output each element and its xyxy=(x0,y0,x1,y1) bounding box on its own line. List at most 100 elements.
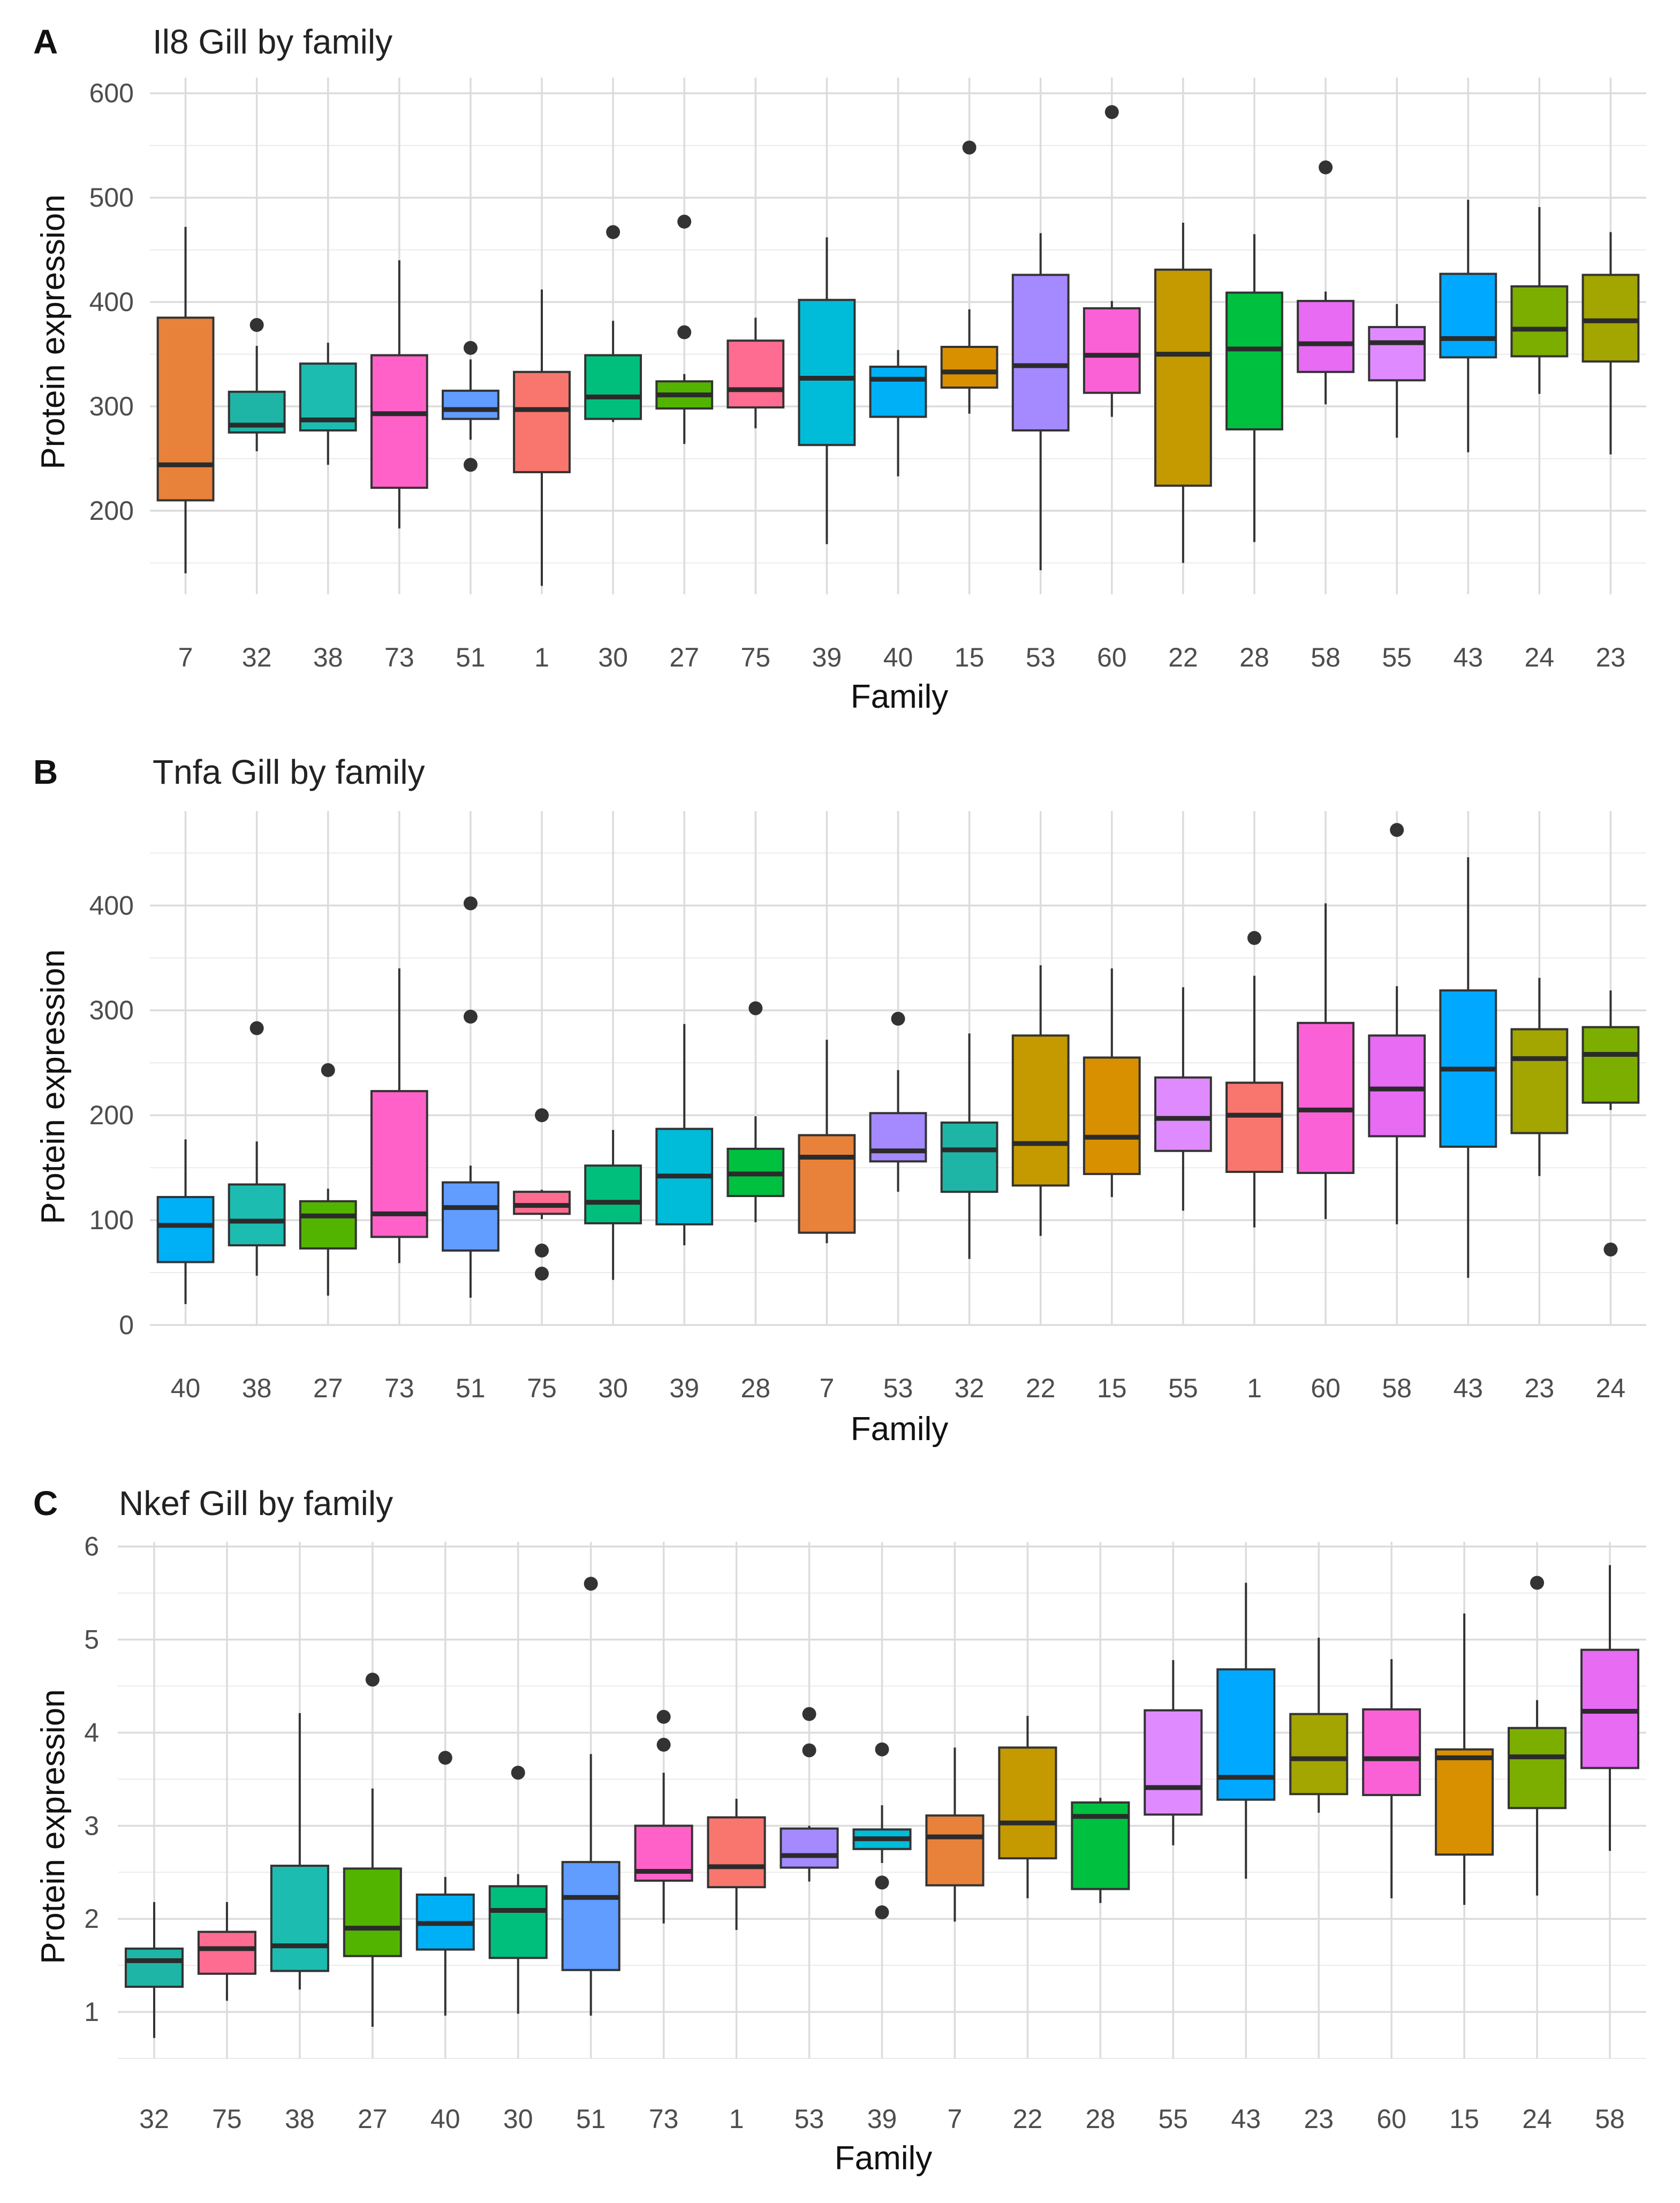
y-tick-label: 500 xyxy=(89,183,134,213)
y-tick-label: 6 xyxy=(84,1532,99,1562)
box-family-23 xyxy=(1510,978,1569,1176)
box-iqr xyxy=(1216,1668,1276,1801)
box-family-32 xyxy=(124,1902,184,2038)
box-iqr xyxy=(488,1885,548,1959)
outlier-point xyxy=(1319,160,1333,175)
outlier-point xyxy=(802,1743,816,1758)
x-tick-label: 51 xyxy=(456,642,486,672)
box-family-15 xyxy=(940,140,998,414)
y-tick-label: 3 xyxy=(84,1811,99,1841)
box-iqr xyxy=(1297,1021,1354,1174)
y-tick-label: 400 xyxy=(89,890,134,920)
box-family-15 xyxy=(1083,968,1141,1197)
y-tick-label: 5 xyxy=(84,1625,99,1655)
panel-c-title: Nkef Gill by family xyxy=(119,1484,393,1523)
box-iqr xyxy=(707,1816,766,1889)
box-family-40 xyxy=(415,1751,475,2016)
panel-b: B Tnfa Gill by family 0 100 200 300 400 40 38 2… xyxy=(33,753,1646,1448)
box-family-28 xyxy=(1071,1798,1130,1903)
box-iqr xyxy=(343,1867,402,1957)
box-family-1 xyxy=(1225,931,1283,1228)
x-tick-label: 15 xyxy=(1097,1373,1127,1403)
box-iqr xyxy=(513,370,571,473)
panel-b-x-axis-title: Family xyxy=(851,1411,949,1448)
outlier-point xyxy=(962,140,977,155)
outlier-point xyxy=(535,1243,549,1258)
panel-a-x-axis-title: Family xyxy=(851,678,949,715)
box-iqr xyxy=(869,1112,927,1163)
x-tick-label: 24 xyxy=(1525,642,1555,672)
panel-c-letter: C xyxy=(33,1484,58,1523)
panel-b-y-axis-title: Protein expression xyxy=(35,949,72,1224)
x-tick-label: 27 xyxy=(358,2104,388,2134)
y-tick-label: 100 xyxy=(89,1205,134,1235)
box-family-51 xyxy=(442,340,500,472)
box-family-39 xyxy=(798,237,856,544)
x-tick-label: 7 xyxy=(819,1373,834,1403)
outlier-point xyxy=(1390,823,1404,837)
box-family-24 xyxy=(1508,1576,1567,1896)
box-family-43 xyxy=(1216,1583,1276,1879)
x-tick-label: 1 xyxy=(729,2104,744,2134)
outlier-point xyxy=(677,325,692,339)
box-iqr xyxy=(1011,1034,1070,1187)
box-iqr xyxy=(1581,1026,1640,1104)
box-family-23 xyxy=(1581,232,1640,455)
x-tick-label: 55 xyxy=(1158,2104,1188,2134)
y-tick-label: 600 xyxy=(89,78,134,108)
x-tick-label: 7 xyxy=(948,2104,963,2134)
panel-a-plot: 200 300 400 500 600 7 32 38 73 51 1 30 27 75 39 40 15 53 6… xyxy=(89,78,1646,672)
box-iqr xyxy=(1435,1748,1494,1856)
box-family-30 xyxy=(584,1130,642,1280)
outlier-point xyxy=(535,1108,549,1123)
box-family-15 xyxy=(1435,1613,1494,1905)
x-tick-label: 38 xyxy=(313,642,343,672)
box-family-39 xyxy=(655,1024,714,1246)
x-tick-label: 1 xyxy=(1247,1373,1262,1403)
box-family-22 xyxy=(1154,222,1212,563)
box-iqr xyxy=(1510,1028,1569,1134)
x-tick-label: 22 xyxy=(1026,1373,1056,1403)
y-tick-label: 4 xyxy=(84,1717,99,1747)
box-iqr xyxy=(1083,307,1141,394)
box-iqr xyxy=(442,1181,500,1252)
x-tick-label: 60 xyxy=(1311,1373,1341,1403)
box-iqr xyxy=(124,1947,184,1988)
x-tick-label: 28 xyxy=(1086,2104,1116,2134)
box-family-28 xyxy=(1225,234,1283,542)
panel-a-letter: A xyxy=(33,22,58,61)
box-iqr xyxy=(197,1931,256,1975)
box-family-73 xyxy=(370,260,428,529)
box-family-55 xyxy=(1154,987,1212,1211)
box-family-40 xyxy=(156,1139,215,1304)
box-iqr xyxy=(1297,300,1354,373)
box-iqr xyxy=(1225,1081,1283,1173)
x-tick-label: 40 xyxy=(883,642,913,672)
x-tick-label: 28 xyxy=(1239,642,1269,672)
x-tick-label: 53 xyxy=(883,1373,913,1403)
outlier-point xyxy=(606,225,620,239)
outlier-point xyxy=(1104,105,1119,119)
box-iqr xyxy=(370,354,428,489)
x-tick-label: 15 xyxy=(955,642,985,672)
box-iqr xyxy=(228,1183,286,1247)
box-family-28 xyxy=(727,1001,785,1222)
x-tick-label: 23 xyxy=(1525,1373,1555,1403)
x-tick-label: 58 xyxy=(1311,642,1341,672)
outlier-point xyxy=(463,340,478,355)
x-tick-label: 32 xyxy=(955,1373,985,1403)
x-tick-label: 22 xyxy=(1013,2104,1043,2134)
x-tick-label: 39 xyxy=(867,2104,897,2134)
box-iqr xyxy=(1144,1709,1203,1816)
box-iqr xyxy=(1083,1056,1141,1175)
x-tick-label: 40 xyxy=(430,2104,460,2134)
x-tick-label: 32 xyxy=(139,2104,169,2134)
panel-b-title: Tnfa Gill by family xyxy=(153,753,425,791)
box-iqr xyxy=(584,1164,642,1224)
box-family-1 xyxy=(707,1798,766,1931)
box-iqr xyxy=(1154,1076,1212,1152)
box-family-30 xyxy=(584,225,642,422)
